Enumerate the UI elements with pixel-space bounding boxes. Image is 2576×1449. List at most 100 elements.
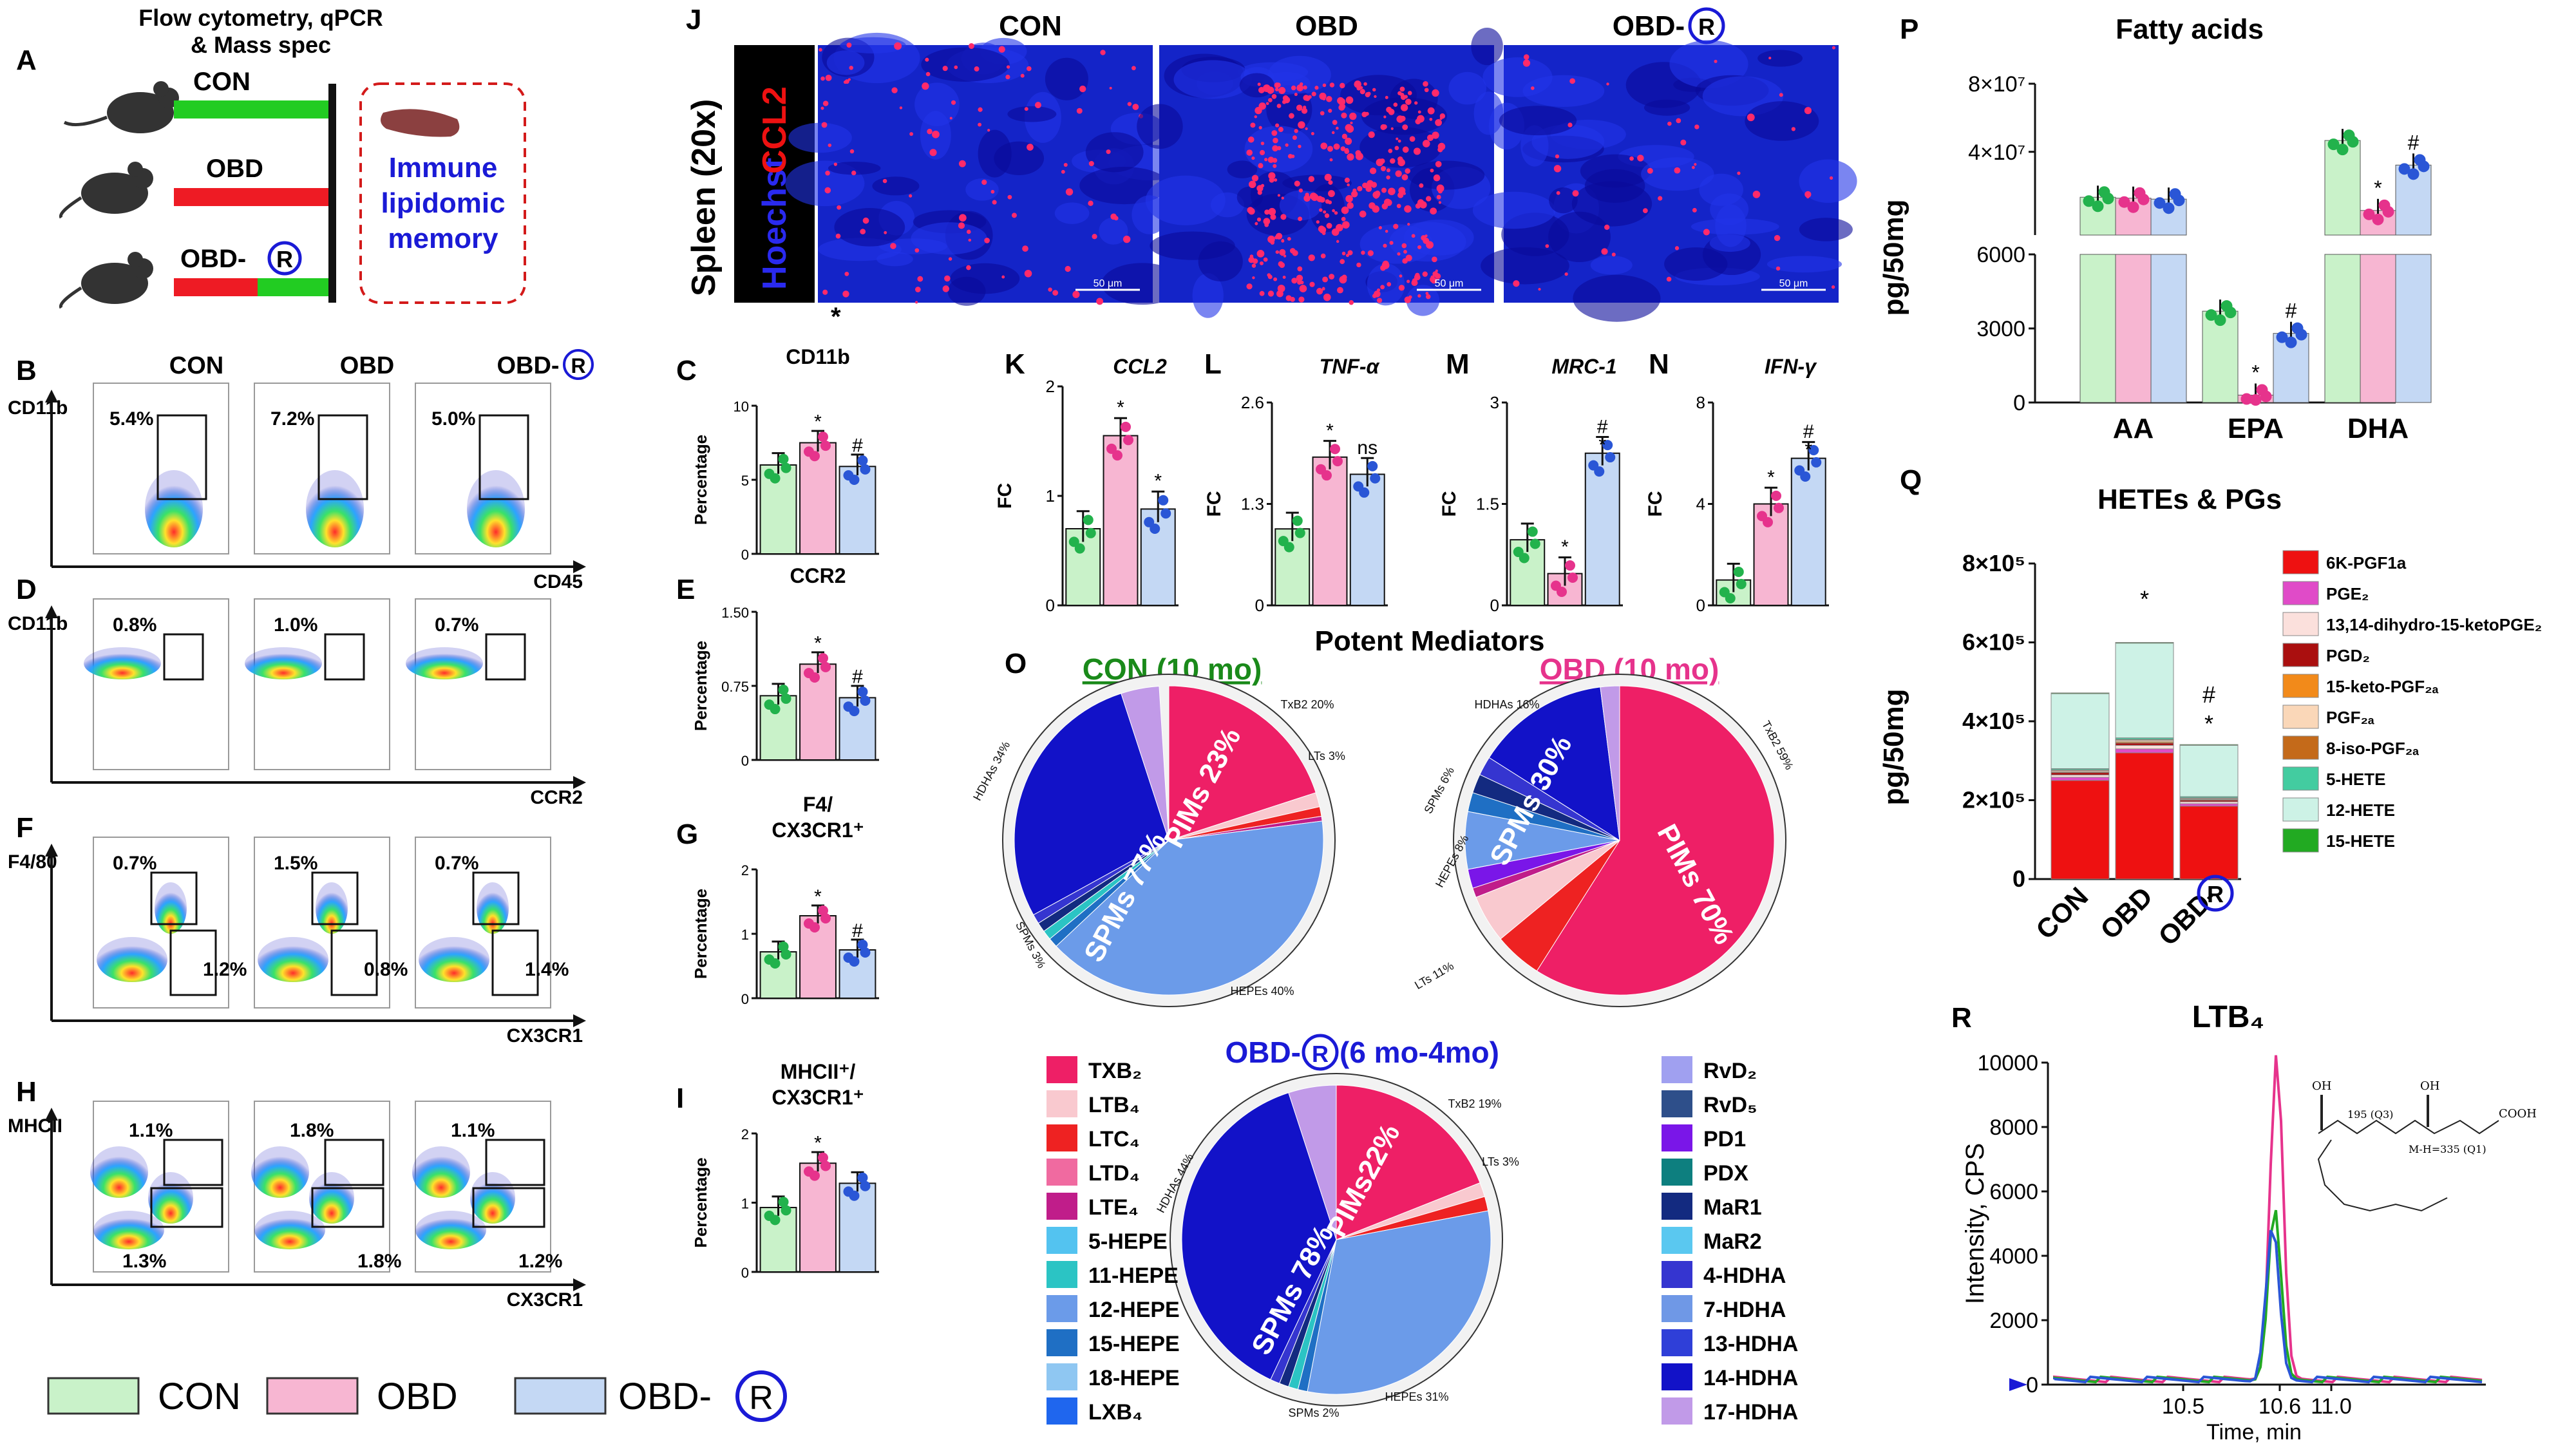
- bar-ytick-label: 1.50: [721, 605, 749, 621]
- mediator-legend-label: LTE₄: [1088, 1195, 1139, 1220]
- ltb4-oh-label: OH: [2312, 1079, 2331, 1093]
- ccl2-signal: [1303, 85, 1307, 90]
- flow-gate: [324, 633, 365, 681]
- ccl2-signal: [882, 178, 887, 184]
- panel-r: R LTB₄ Intensity, CPS Time, min 0 2000 400…: [1951, 1000, 2537, 1444]
- pie-label-txb2: TxB2 20%: [1280, 698, 1334, 711]
- ccl2-signal: [1259, 149, 1265, 156]
- ccl2-signal: [1248, 207, 1255, 215]
- bar-panel-title: F4/: [803, 793, 833, 816]
- ccl2-signal: [1303, 194, 1311, 202]
- ccl2-signal: [1397, 252, 1401, 256]
- ccl2-signal: [1513, 280, 1520, 287]
- bar-significance-mark: *: [814, 886, 822, 907]
- flow-gate-value: 5.0%: [431, 408, 475, 430]
- ccl2-signal: [1395, 170, 1402, 177]
- ccl2-signal: [1283, 254, 1287, 258]
- p-ytick-label: 8×10⁷: [1968, 72, 2025, 97]
- ccl2-signal: [860, 229, 866, 234]
- flow-gate-value: 1.2%: [518, 1251, 562, 1272]
- micrograph-texture: [1549, 187, 1578, 214]
- bar-data-point: [820, 661, 831, 672]
- ccl2-signal: [1345, 147, 1349, 153]
- bar-panel-title-2: CX3CR1⁺: [772, 1086, 864, 1109]
- bar-ylabel: Percentage: [691, 889, 710, 979]
- ccl2-signal: [1398, 285, 1405, 291]
- ccl2-signal: [1419, 183, 1424, 188]
- ccl2-signal: [1341, 251, 1346, 256]
- ccl2-signal: [922, 82, 929, 90]
- ccl2-signal: [1264, 158, 1268, 162]
- p-ytick-label: 3000: [1976, 317, 2025, 341]
- ccl2-signal: [1363, 82, 1367, 86]
- ccl2-signal: [1341, 133, 1348, 139]
- ccl2-signal: [1531, 86, 1535, 90]
- ccl2-signal: [1433, 174, 1441, 182]
- flow-density-cloud: [309, 1172, 354, 1224]
- ccl2-signal: [1351, 191, 1358, 198]
- q-stack-segment: [2115, 744, 2174, 750]
- ccl2-signal: [1523, 54, 1530, 60]
- panel-letter-f: F: [16, 812, 33, 844]
- ccl2-signal: [1299, 285, 1307, 292]
- ccl2-signal: [1399, 86, 1405, 92]
- ccl2-signal: [1368, 131, 1375, 138]
- ccl2-signal: [1680, 139, 1687, 146]
- q-legend-label: PGE₂: [2326, 584, 2369, 603]
- ccl2-signal: [1301, 108, 1308, 114]
- ccl2-signal: [1332, 120, 1338, 125]
- bar-data-point: [1530, 538, 1540, 549]
- flow-gate: [311, 1187, 384, 1228]
- ccl2-signal: [1394, 146, 1399, 151]
- bar-data-point: [1519, 553, 1530, 564]
- memory-box: [359, 82, 526, 304]
- flow-gate: [485, 633, 526, 681]
- bar-data-point: [770, 473, 781, 484]
- ccl2-signal: [1311, 91, 1316, 97]
- mediator-legend-swatch: [1662, 1193, 1692, 1220]
- bar-rect: [799, 442, 837, 554]
- bar-panel-title: CCL2: [1113, 355, 1167, 378]
- bar-ytick-label: 0: [1046, 596, 1055, 615]
- ccl2-signal: [1569, 78, 1575, 84]
- panel-r-ylabel: Intensity, CPS: [1961, 1143, 1989, 1304]
- p-data-point: [2240, 393, 2253, 405]
- mediator-legend-label: RvD₅: [1703, 1093, 1757, 1117]
- bar-significance-mark: *: [1804, 439, 1812, 460]
- bar-ytick-label: 1: [741, 1196, 749, 1212]
- ccl2-signal: [974, 66, 980, 72]
- ccl2-signal: [1280, 252, 1284, 256]
- mouse-icon-con: [63, 81, 179, 133]
- ccl2-signal: [1417, 245, 1422, 249]
- ltb4-fragment-label: 195 (Q3): [2347, 1108, 2393, 1121]
- ccl2-signal: [1405, 168, 1410, 174]
- ccl2-signal: [1277, 194, 1280, 197]
- flow-yaxis-arrow-3: [45, 1108, 58, 1121]
- bar-data-point: [781, 1205, 791, 1216]
- ccl2-signal: [1829, 176, 1833, 180]
- flow-gate-value: 1.2%: [203, 959, 247, 980]
- ccl2-signal: [1393, 102, 1398, 107]
- ccl2-signal: [837, 205, 842, 210]
- r-trace: [2053, 1229, 2483, 1384]
- mediator-legend-swatch: [1662, 1261, 1692, 1288]
- p-category-label: AA: [2113, 413, 2154, 444]
- flow-gate: [163, 633, 204, 681]
- ccl2-signal: [820, 76, 825, 81]
- flow-density-cloud: [90, 1146, 148, 1198]
- pie-slice: [1288, 1084, 1337, 1240]
- ccl2-signal: [822, 289, 828, 295]
- flow-gate-value: 5.4%: [109, 408, 153, 430]
- ccl2-signal: [1383, 243, 1387, 248]
- flow-density-cloud: [84, 647, 161, 679]
- ccl2-signal: [1336, 240, 1340, 243]
- flow-gate-value: 1.4%: [525, 959, 569, 980]
- bar-rect: [1349, 473, 1385, 607]
- micrograph-texture: [834, 208, 905, 247]
- micrograph-texture: [788, 122, 852, 153]
- pie-label-spms_small: SPMs 2%: [1288, 1406, 1339, 1419]
- flow-gate-value: 7.2%: [270, 408, 314, 430]
- ccl2-signal: [833, 162, 837, 166]
- pie-slice: [1307, 1210, 1492, 1395]
